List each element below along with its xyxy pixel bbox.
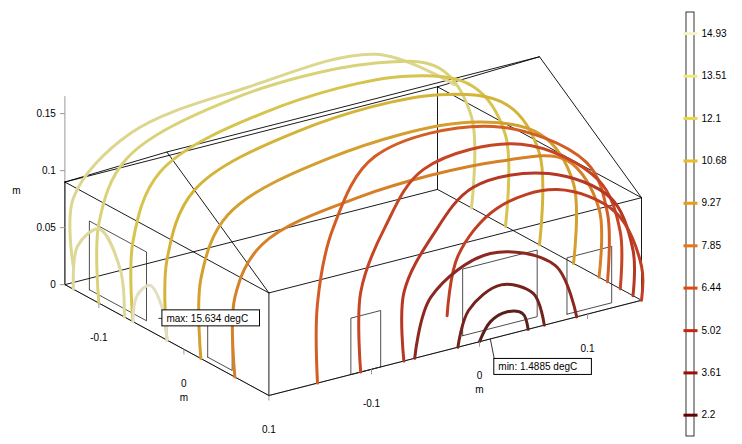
svg-text:0.1: 0.1 (262, 424, 276, 435)
svg-text:0.05: 0.05 (36, 222, 56, 233)
svg-text:10.68: 10.68 (702, 155, 727, 166)
svg-text:0.1: 0.1 (581, 343, 595, 354)
svg-text:3.61: 3.61 (702, 367, 722, 378)
svg-text:-0.1: -0.1 (90, 332, 108, 343)
svg-text:0: 0 (181, 378, 187, 389)
svg-text:m: m (12, 185, 20, 196)
svg-text:12.1: 12.1 (702, 113, 722, 124)
svg-text:7.85: 7.85 (702, 240, 722, 251)
svg-text:13.51: 13.51 (702, 70, 727, 81)
svg-text:min: 1.4885 degC: min: 1.4885 degC (498, 361, 577, 372)
svg-text:5.02: 5.02 (702, 325, 722, 336)
svg-text:9.27: 9.27 (702, 197, 722, 208)
svg-text:m: m (180, 392, 188, 403)
svg-text:2.2: 2.2 (702, 409, 716, 420)
svg-text:0.1: 0.1 (42, 165, 56, 176)
svg-text:14.93: 14.93 (702, 28, 727, 39)
svg-text:0.15: 0.15 (36, 108, 56, 119)
svg-text:0: 0 (50, 279, 56, 290)
svg-text:-0.1: -0.1 (363, 398, 381, 409)
svg-text:max: 15.634 degC: max: 15.634 degC (166, 313, 248, 324)
svg-text:0: 0 (477, 370, 483, 381)
svg-text:m: m (475, 384, 483, 395)
svg-text:6.44: 6.44 (702, 282, 722, 293)
